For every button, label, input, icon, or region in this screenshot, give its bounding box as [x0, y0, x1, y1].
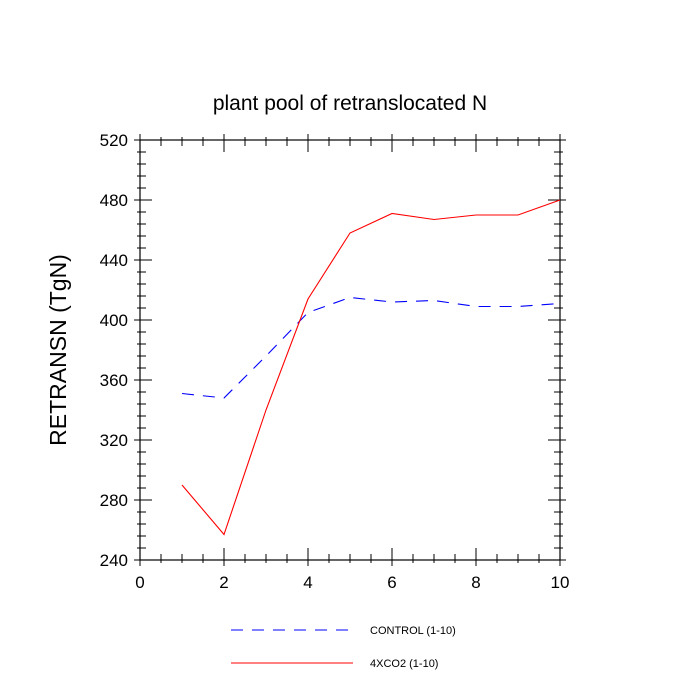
y-tick-label: 360: [100, 371, 128, 390]
legend: CONTROL (1-10) 4XCO2 (1-10): [231, 625, 456, 670]
legend-label: 4XCO2 (1-10): [370, 658, 438, 670]
chart-title: plant pool of retranslocated N: [213, 92, 487, 115]
series-line-control: [181, 296, 561, 399]
y-axis-title: RETRANSN (TgN): [45, 254, 71, 446]
x-tick-label: 10: [551, 573, 570, 592]
y-tick-label: 440: [100, 251, 128, 270]
legend-label: CONTROL (1-10): [370, 625, 456, 637]
x-tick-label: 2: [219, 573, 228, 592]
y-tick-label: 480: [100, 191, 128, 210]
y-tick-label: 320: [100, 431, 128, 450]
y-tick-label: 400: [100, 311, 128, 330]
x-tick-label: 4: [303, 573, 312, 592]
plot-area: 0 2 4 6 8 10 240 280 320 360 400 440 480 520: [100, 131, 570, 592]
series-line-4xco2: [181, 199, 561, 536]
y-tick-label: 520: [100, 131, 128, 150]
plot-frame: [139, 139, 561, 561]
x-tick-label: 0: [135, 573, 144, 592]
x-tick-label: 8: [471, 573, 480, 592]
y-tick-label: 240: [100, 551, 128, 570]
x-tick-label: 6: [387, 573, 396, 592]
y-tick-label: 280: [100, 491, 128, 510]
